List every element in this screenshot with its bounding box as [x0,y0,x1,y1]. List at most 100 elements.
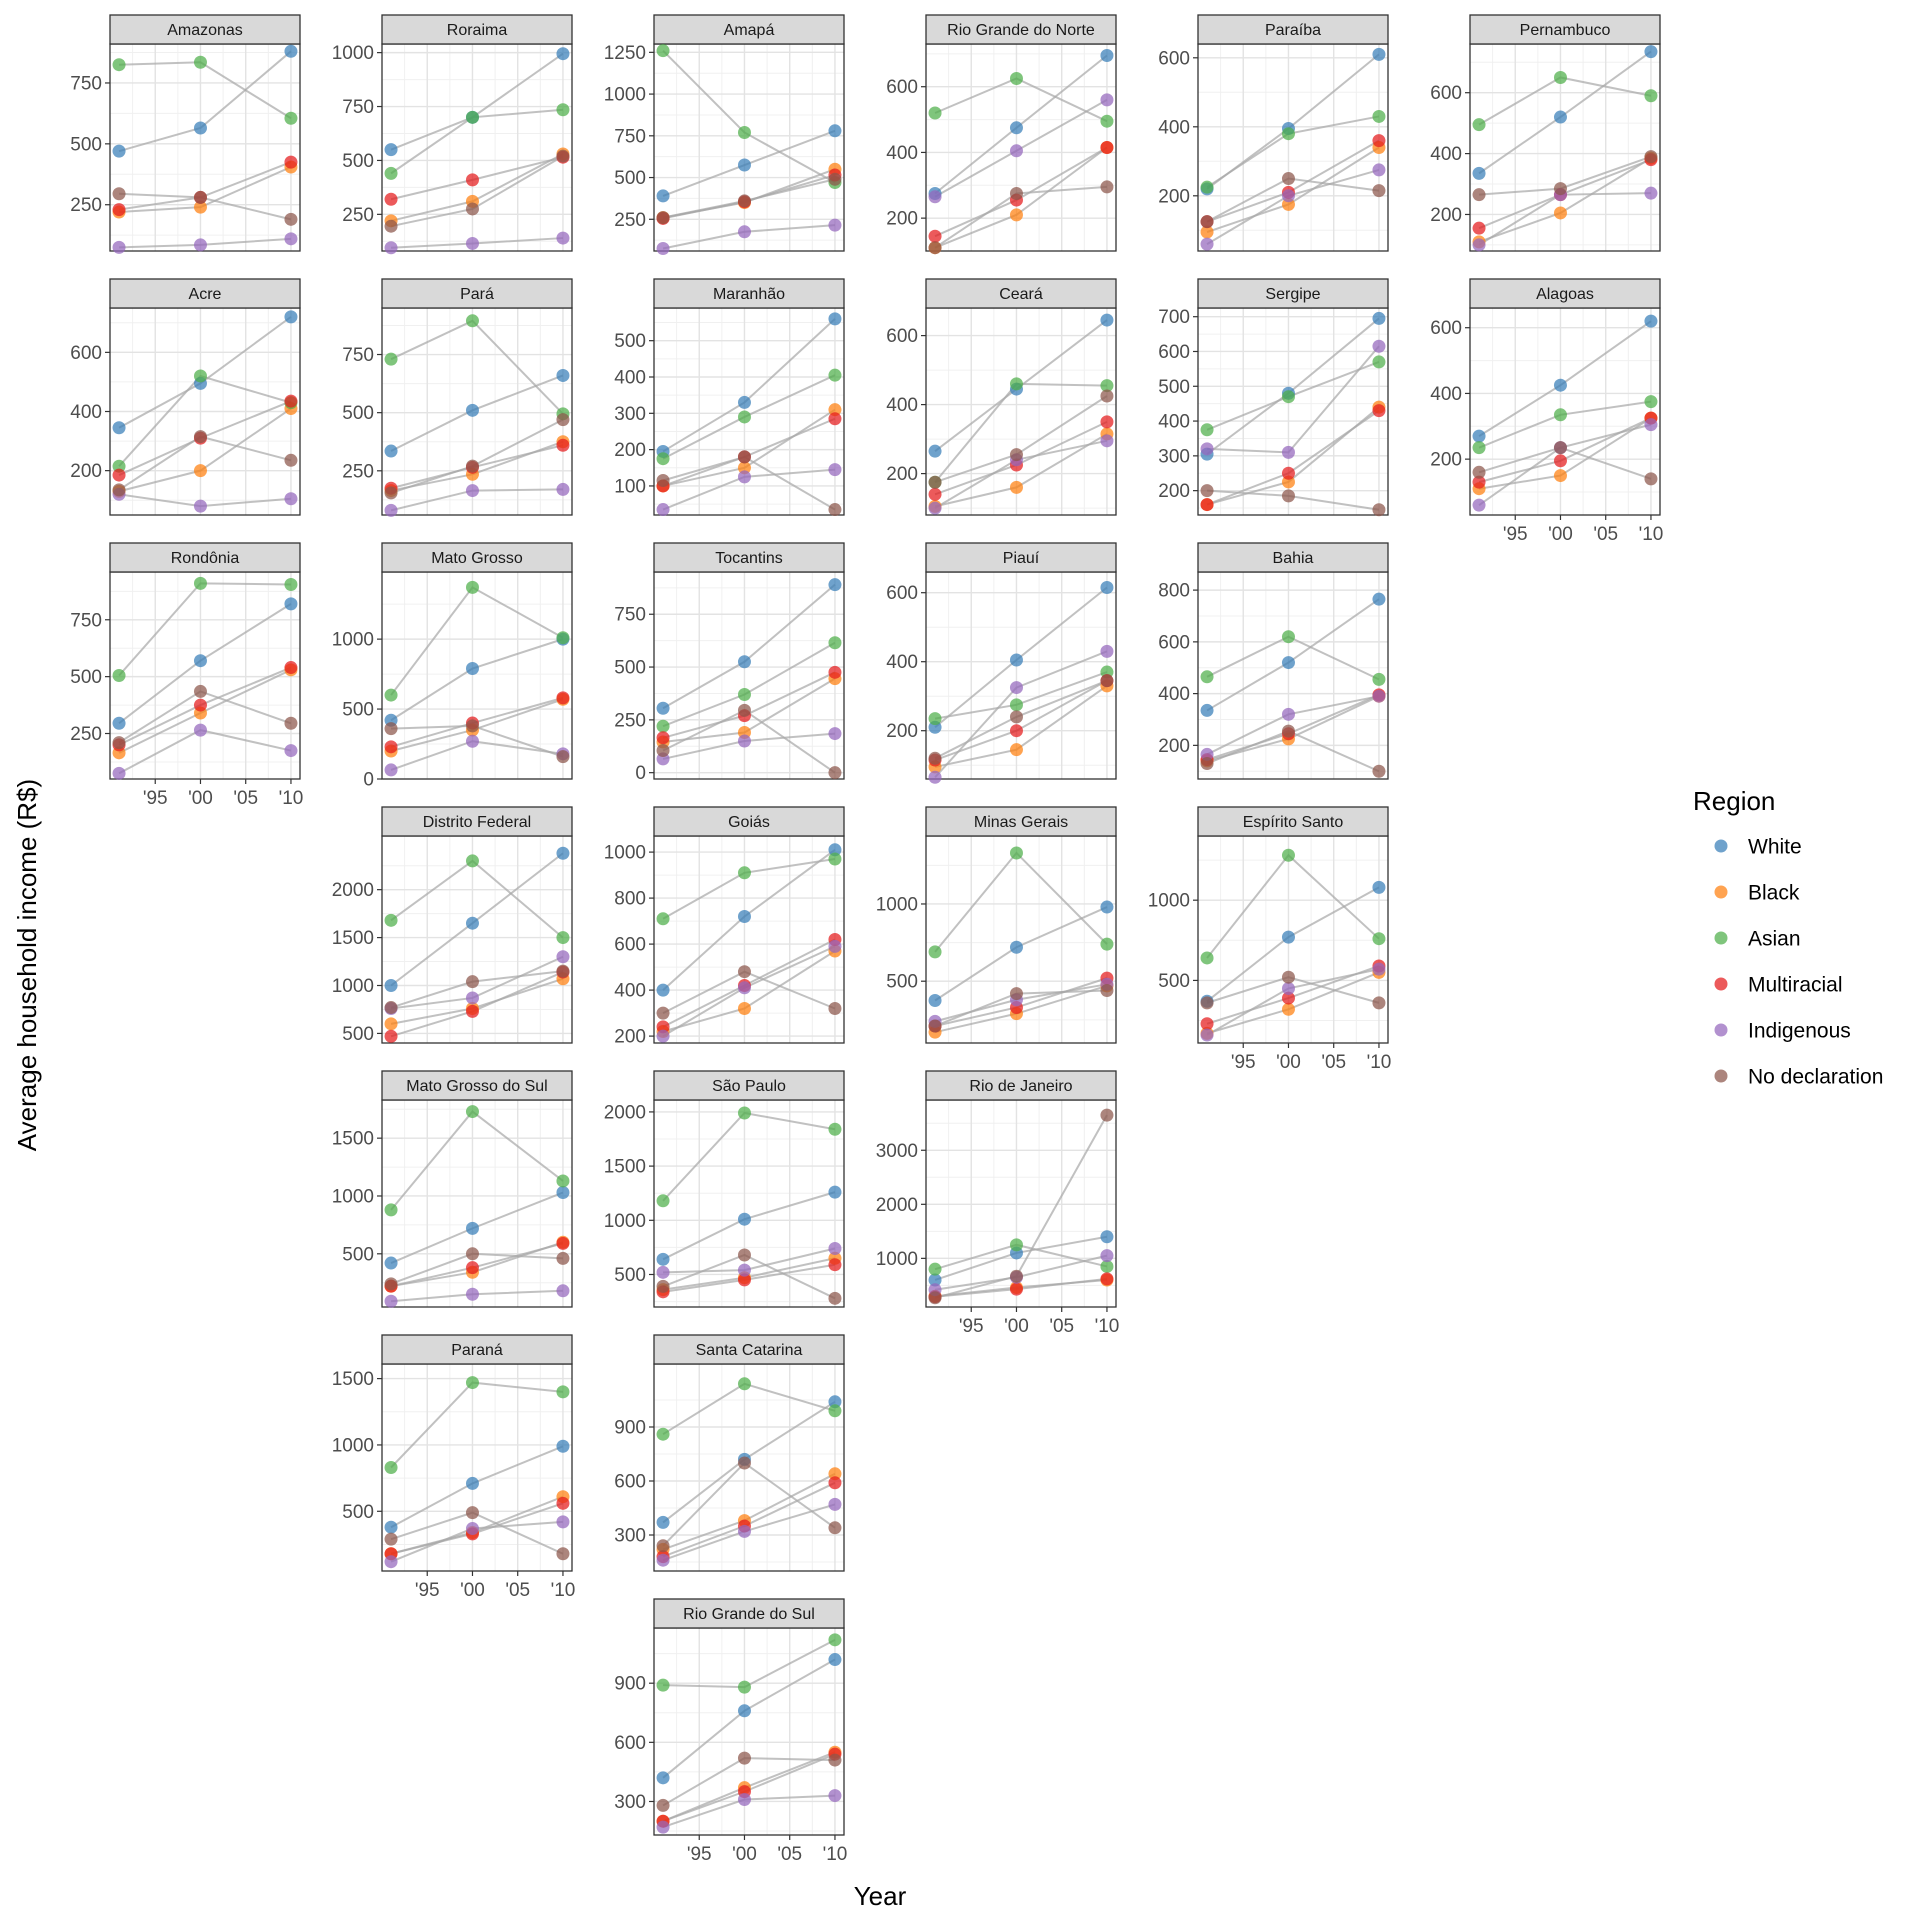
point-white [656,1252,670,1266]
y-tick-label: 500 [342,1502,374,1523]
x-tick-label: '95 [959,1316,984,1337]
y-tick-label: 1500 [332,1369,374,1390]
point-indigenous [737,1524,751,1538]
point-indigenous [556,482,570,496]
point-asian [928,1262,942,1276]
point-white [828,124,842,138]
point-white [1472,429,1486,443]
point-multiracial [656,731,670,745]
point-black [1200,225,1214,239]
point-no-declaration [193,190,207,204]
strip-label: Pará [460,286,494,303]
strip-label: Sergipe [1265,286,1320,303]
x-tick-label: '05 [1321,1052,1346,1073]
strip-background [925,278,1117,309]
point-indigenous [1372,962,1386,976]
point-indigenous [1009,681,1023,695]
point-no-declaration [384,1277,398,1291]
strip-background [381,278,573,309]
strip-label: Rio Grande do Sul [683,1606,815,1623]
point-no-declaration [1644,472,1658,486]
point-white [737,655,751,669]
point-indigenous [384,1555,398,1569]
point-no-declaration [828,1291,842,1305]
x-tick-label: '95 [687,1844,712,1865]
panel-acre: 200 400 600 Acre [70,278,301,516]
point-indigenous [1100,644,1114,658]
y-tick-label: 500 [70,667,102,688]
point-white [1009,653,1023,667]
panel-amapa: 250 500 750 1000 1250 Amapá [604,14,845,255]
point-no-declaration [556,750,570,764]
legend-key [1714,931,1728,945]
panel-distrito-federal: 500 1000 1500 2000 Distrito Federal [332,806,573,1045]
y-tick-label: 200 [886,721,918,742]
point-indigenous [656,1029,670,1043]
point-asian [384,166,398,180]
point-multiracial [193,698,207,712]
point-no-declaration [656,211,670,225]
point-indigenous [1644,418,1658,432]
point-no-declaration [1372,503,1386,517]
point-asian [656,719,670,733]
strip-label: Espírito Santo [1243,814,1344,831]
point-asian [1644,89,1658,103]
strip-label: Alagoas [1536,286,1594,303]
y-tick-label: 0 [363,770,374,791]
point-white [1644,314,1658,328]
strip-background [1197,14,1389,45]
point-asian [1009,846,1023,860]
point-white [1100,313,1114,327]
point-asian [556,103,570,117]
y-tick-label: 200 [1430,205,1462,226]
y-tick-label: 800 [614,889,646,910]
point-white [737,395,751,409]
point-no-declaration [112,187,126,201]
strip-label: São Paulo [712,1078,786,1095]
point-indigenous [1472,498,1486,512]
point-white [656,1515,670,1529]
point-multiracial [556,691,570,705]
point-multiracial [1009,724,1023,738]
point-no-declaration [284,716,298,730]
x-tick-label: '00 [460,1580,485,1601]
point-indigenous [556,950,570,964]
legend-label: Asian [1748,928,1801,951]
strip-background [1197,542,1389,573]
panel-amazonas: 250 500 750 Amazonas [70,14,301,254]
point-white [112,421,126,435]
point-black [1553,206,1567,220]
point-white [1200,703,1214,717]
x-tick-label: '05 [505,1580,530,1601]
y-tick-label: 400 [614,368,646,389]
point-indigenous [465,991,479,1005]
point-indigenous [1644,186,1658,200]
point-asian [737,1377,751,1391]
strip-label: Rondônia [171,550,240,567]
point-no-declaration [1553,441,1567,455]
point-indigenous [1281,189,1295,203]
y-tick-label: 300 [614,1526,646,1547]
legend-item: Black [1714,882,1800,905]
point-multiracial [1200,1017,1214,1031]
y-tick-label: 750 [70,73,102,94]
x-tick-label: '00 [1004,1316,1029,1337]
point-asian [112,669,126,682]
point-no-declaration [284,212,298,226]
point-no-declaration [384,486,398,500]
panel-rio-de-janeiro: 1000 2000 3000 Rio de Janeiro '95 '00 '05 '10 [876,1070,1119,1337]
point-asian [1372,932,1386,946]
point-asian [656,1678,670,1692]
y-tick-label: 700 [1158,307,1190,328]
point-asian [465,314,479,328]
point-black [1281,1002,1295,1016]
y-tick-label: 500 [614,168,646,189]
point-no-declaration [384,1001,398,1015]
panel-parana: 500 1000 1500 Paraná '95 '00 '05 '10 [332,1334,575,1601]
point-indigenous [284,232,298,246]
point-white [384,1520,398,1534]
y-tick-label: 600 [886,583,918,604]
y-tick-label: 200 [1158,186,1190,207]
point-asian [1100,1259,1114,1273]
y-tick-label: 900 [614,1674,646,1695]
